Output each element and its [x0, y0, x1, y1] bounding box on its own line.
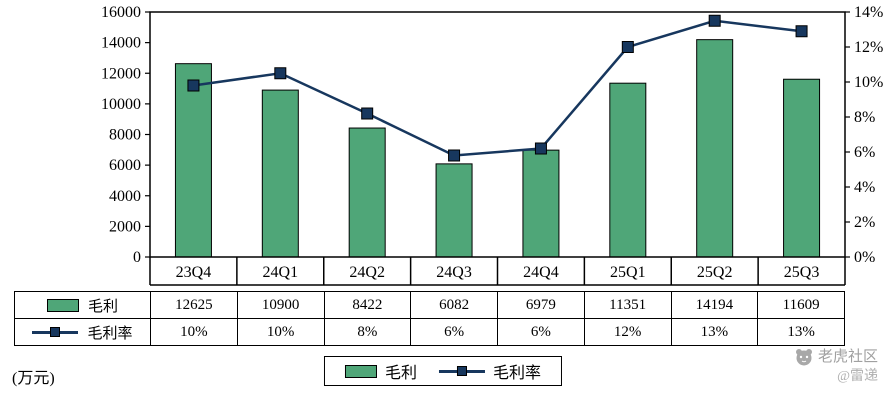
line-marker-24Q3 — [448, 149, 461, 162]
right-axis-tick-label: 0% — [854, 249, 875, 266]
right-axis-tick-label: 4% — [854, 179, 875, 196]
cell-gross-margin-25Q2: 13% — [670, 318, 759, 346]
bar-23Q4 — [174, 63, 212, 258]
bar-24Q2 — [348, 127, 386, 258]
line-marker-24Q2 — [361, 107, 374, 120]
x-axis-label-24Q1: 24Q1 — [263, 264, 299, 281]
combo-chart: 0 2000 4000 6000 8000 10000 12000 14000 16000 0% 2… — [101, 4, 883, 286]
line-legend-glyph — [32, 326, 79, 339]
line-marker-23Q4 — [187, 79, 200, 92]
bar-24Q4 — [522, 149, 560, 258]
watermark-community: 老虎社区 — [817, 349, 878, 365]
tiger-icon — [795, 348, 813, 366]
table-row-gross-margin: 毛利率 10% 10% 8% 6% 6% 12% 13% 13% — [14, 318, 845, 346]
series-label-gross-profit: 毛利 — [87, 298, 118, 315]
right-axis-tick-label: 12% — [854, 39, 883, 56]
legend: 毛利 毛利率 — [323, 356, 563, 386]
cell-gross-profit-24Q2: 8422 — [323, 291, 412, 319]
left-axis-tick-label: 16000 — [101, 4, 141, 21]
bar-25Q1 — [609, 82, 647, 258]
line-marker-25Q1 — [621, 41, 634, 53]
cell-gross-margin-24Q1: 10% — [236, 318, 325, 346]
right-axis-tick-label: 2% — [854, 214, 875, 231]
line-marker-24Q1 — [274, 67, 287, 80]
row-header-gross-margin: 毛利率 — [14, 318, 151, 346]
x-axis-label-25Q2: 25Q2 — [697, 264, 733, 281]
left-axis-tick-label: 4000 — [109, 188, 141, 205]
legend-label-gross-margin: 毛利率 — [493, 365, 542, 382]
series-label-gross-margin: 毛利率 — [87, 325, 133, 342]
x-axis-label-24Q3: 24Q3 — [436, 264, 472, 281]
left-axis-tick-label: 8000 — [109, 127, 141, 144]
legend-item-gross-margin: 毛利率 — [439, 359, 541, 383]
cell-gross-profit-24Q4: 6979 — [497, 291, 585, 319]
gross-margin-line — [193, 19, 802, 157]
cell-gross-margin-24Q2: 8% — [323, 318, 412, 346]
left-axis-tick-label: 6000 — [109, 157, 141, 174]
legend-item-gross-profit: 毛利 — [344, 359, 417, 383]
x-axis-label-24Q4: 24Q4 — [523, 264, 559, 281]
table-row-gross-profit: 毛利 12625 10900 8422 6082 6979 11351 14194 11609 — [14, 291, 845, 319]
legend-label-gross-profit: 毛利 — [384, 365, 417, 382]
watermark-author: @雷递 — [837, 369, 878, 384]
x-axis-label-24Q2: 24Q2 — [349, 264, 385, 281]
line-legend-glyph — [439, 365, 485, 378]
cell-gross-profit-25Q3: 11609 — [757, 291, 845, 319]
x-axis-label-23Q4: 23Q4 — [176, 264, 212, 281]
cell-gross-profit-24Q3: 6082 — [410, 291, 498, 319]
cell-gross-profit-24Q1: 10900 — [236, 291, 325, 319]
line-marker-25Q3 — [795, 25, 808, 38]
line-marker-24Q4 — [534, 142, 547, 155]
bar-legend-swatch — [46, 298, 79, 312]
left-axis-tick-label: 14000 — [101, 35, 141, 52]
cell-gross-margin-25Q3: 13% — [757, 318, 845, 346]
left-axis-tick-label: 0 — [133, 249, 141, 266]
x-axis-label-25Q3: 25Q3 — [784, 264, 820, 281]
x-axis-label-25Q1: 25Q1 — [610, 264, 646, 281]
bar-24Q3 — [435, 163, 473, 258]
bar-legend-swatch — [344, 364, 377, 378]
right-axis-tick-label: 6% — [854, 144, 875, 161]
cell-gross-margin-24Q3: 6% — [410, 318, 498, 346]
bar-25Q3 — [783, 78, 821, 258]
right-axis-tick-label: 14% — [854, 4, 883, 21]
cell-gross-margin-24Q4: 6% — [497, 318, 585, 346]
row-header-gross-profit: 毛利 — [14, 291, 151, 319]
left-axis-tick-label: 2000 — [109, 218, 141, 235]
cell-gross-profit-25Q2: 14194 — [670, 291, 759, 319]
bar-24Q1 — [261, 89, 299, 258]
line-marker-25Q2 — [708, 14, 721, 27]
plot-border — [149, 11, 846, 258]
unit-label: (万元) — [12, 370, 55, 387]
left-axis-tick-label: 10000 — [101, 96, 141, 113]
cell-gross-profit-23Q4: 12625 — [150, 291, 238, 319]
cell-gross-margin-25Q1: 12% — [583, 318, 672, 346]
left-axis-tick-label: 12000 — [101, 65, 141, 82]
data-table: 毛利 12625 10900 8422 6082 6979 11351 14194 11609… — [14, 291, 845, 346]
watermark: 老虎社区 @雷递 — [795, 347, 878, 387]
cell-gross-margin-23Q4: 10% — [150, 318, 238, 346]
bar-25Q2 — [696, 39, 734, 258]
right-axis-tick-label: 8% — [854, 109, 875, 126]
right-axis-tick-label: 10% — [854, 74, 883, 91]
cell-gross-profit-25Q1: 11351 — [583, 291, 672, 319]
